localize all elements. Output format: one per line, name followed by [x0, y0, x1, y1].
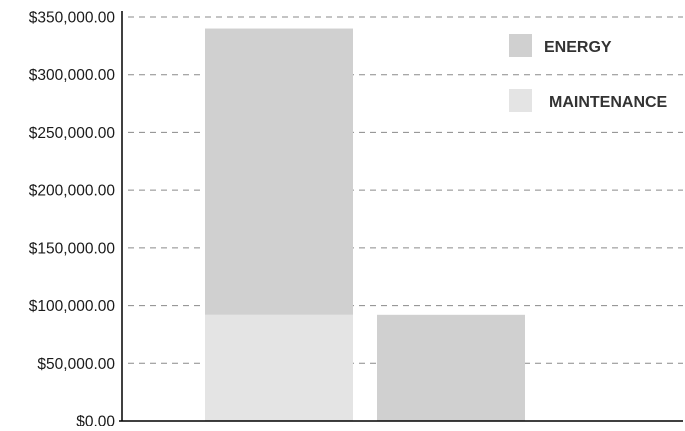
bar-segment-maintenance: [205, 314, 353, 421]
axes: [119, 11, 683, 422]
y-tick-label: $50,000.00: [37, 356, 115, 373]
legend-label-maintenance: MAINTENANCE: [549, 94, 668, 111]
legend-swatch-energy: [509, 34, 532, 57]
y-tick-label: $300,000.00: [29, 67, 116, 84]
y-tick-label: $350,000.00: [29, 10, 116, 27]
bar-segment-energy: [377, 314, 525, 421]
y-tick-label: $100,000.00: [29, 298, 116, 315]
legend-swatch-maintenance: [509, 89, 532, 112]
y-tick-labels: $0.00 $50,000.00 $100,000.00 $150,000.00 $20…: [29, 10, 116, 431]
y-tick-label: $150,000.00: [29, 240, 116, 257]
y-tick-label: $250,000.00: [29, 125, 116, 142]
y-tick-label: $0.00: [76, 414, 115, 427]
y-tick-label: $200,000.00: [29, 183, 116, 200]
legend: ENERGY MAINTENANCE: [509, 34, 668, 112]
legend-label-energy: ENERGY: [544, 39, 612, 56]
bar-segment-energy: [205, 28, 353, 315]
bars: [205, 28, 525, 421]
